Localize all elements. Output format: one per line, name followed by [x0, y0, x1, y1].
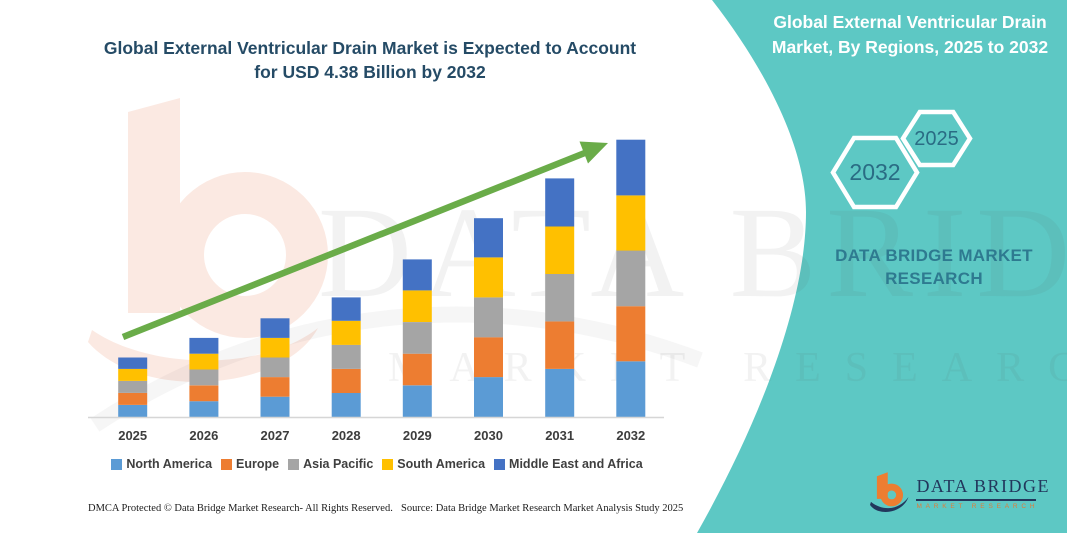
source-note: Source: Data Bridge Market Research Mark… [401, 503, 684, 514]
bar-segment-2032-europe [616, 306, 646, 362]
hexagon-2032-label: 2032 [849, 159, 900, 185]
legend-swatch [111, 458, 123, 470]
hexagon-2025-label: 2025 [914, 128, 959, 150]
logo-name: DATA BRIDGE [916, 476, 1050, 496]
bar-segment-2026-asia-pacific [189, 369, 219, 386]
bar-segment-2030-europe [474, 337, 503, 378]
bar-segment-2027-asia-pacific [260, 357, 290, 378]
axis-label-2030: 2030 [474, 428, 503, 443]
legend-swatch [221, 458, 233, 470]
year-hexagons: 2032 2025 [830, 109, 973, 210]
bar-segment-2025-middle-east-and-africa [118, 357, 148, 369]
bar-segment-2025-europe [118, 392, 148, 405]
bar-segment-2025-north-america [118, 405, 148, 417]
bar-segment-2029-north-america [402, 385, 432, 417]
bar-segment-2026-south-america [189, 353, 219, 370]
axis-label-2031: 2031 [545, 428, 575, 443]
axis-label-2032: 2032 [616, 428, 646, 443]
bar-segment-2030-middle-east-and-africa [474, 218, 503, 258]
bar-segment-2027-south-america [260, 337, 290, 358]
bar-segment-2031-north-america [545, 368, 575, 417]
bar-segment-2032-south-america [616, 195, 646, 251]
legend-item-middle-east-and-africa: Middle East and Africa [494, 457, 643, 471]
bar-segment-2028-north-america [331, 392, 361, 417]
panel-brand-text: DATA BRIDGE MARKET RESEARCH [835, 246, 1033, 288]
logo-b-icon [870, 472, 909, 512]
bar-segment-2028-asia-pacific [331, 344, 361, 369]
bar-segment-2030-north-america [474, 377, 503, 417]
bar-segment-2027-europe [260, 377, 290, 397]
legend-swatch [382, 458, 394, 470]
legend-item-europe: Europe [221, 457, 279, 471]
bar-segment-2030-south-america [474, 257, 503, 298]
dmca-notice: DMCA Protected © Data Bridge Market Rese… [88, 503, 393, 514]
bar-segment-2032-middle-east-and-africa [616, 139, 646, 196]
chart-legend: North America Europe Asia Pacific South Ame… [86, 457, 668, 471]
bar-segment-2031-europe [545, 321, 575, 369]
axis-label-2025: 2025 [118, 428, 148, 443]
panel-title: Global External Ventricular Drain Market… [771, 12, 1049, 57]
bar-segment-2029-south-america [402, 290, 432, 322]
bar-segment-2027-north-america [260, 396, 290, 417]
legend-label: Europe [236, 457, 280, 471]
axis-label-2027: 2027 [260, 428, 290, 443]
hexagon-2032 [830, 135, 920, 210]
chart-title: Global External Ventricular Drain Market… [103, 38, 637, 83]
teal-panel-shape [697, 0, 1067, 533]
bar-segment-2029-asia-pacific [402, 322, 432, 354]
legend-item-north-america: North America [111, 457, 212, 471]
axis-label-2026: 2026 [189, 428, 219, 443]
legend-label: Asia Pacific [303, 457, 374, 471]
legend-label: Middle East and Africa [509, 457, 643, 471]
bar-segment-2025-asia-pacific [118, 380, 148, 393]
bar-segment-2031-south-america [545, 226, 575, 274]
logo-tagline: MARKET RESEARCH [916, 502, 1039, 510]
bar-segment-2031-asia-pacific [545, 273, 575, 322]
axis-label-2029: 2029 [402, 428, 432, 443]
bar-segment-2026-north-america [189, 401, 219, 417]
legend-label: North America [126, 457, 213, 471]
bar-segment-2028-middle-east-and-africa [331, 297, 361, 321]
trend-arrow-head [579, 141, 608, 164]
legend-item-south-america: South America [382, 457, 485, 471]
legend-item-asia-pacific: Asia Pacific [288, 457, 373, 471]
bar-segment-2025-south-america [118, 368, 148, 381]
legend-swatch [494, 458, 506, 470]
hexagon-2025 [900, 109, 973, 168]
bar-segment-2026-middle-east-and-africa [189, 337, 219, 354]
axis-label-2028: 2028 [331, 428, 361, 443]
bar-segment-2032-north-america [616, 361, 646, 417]
logo-text-block: DATA BRIDGE MARKET RESEARCH [916, 468, 1050, 510]
bars-group [118, 139, 646, 417]
bar-segment-2031-middle-east-and-africa [545, 178, 575, 227]
logo-rule [916, 499, 1037, 501]
bar-segment-2028-south-america [331, 320, 361, 345]
bar-segment-2027-middle-east-and-africa [260, 318, 290, 338]
bar-segment-2028-europe [331, 368, 361, 393]
bar-segment-2029-middle-east-and-africa [402, 259, 432, 291]
legend-label: South America [397, 457, 486, 471]
bar-segment-2032-asia-pacific [616, 250, 646, 307]
watermark-b-bowl [162, 172, 328, 338]
watermark-text-line1: DATA BRIDGE [318, 181, 1067, 325]
bar-segment-2026-europe [189, 385, 219, 402]
trend-arrow-shaft [121, 149, 588, 341]
company-logo: DATA BRIDGE MARKET RESEARCH [870, 468, 1050, 518]
legend-swatch [288, 458, 300, 470]
bar-segment-2029-europe [402, 353, 432, 386]
bar-segment-2030-asia-pacific [474, 297, 503, 338]
